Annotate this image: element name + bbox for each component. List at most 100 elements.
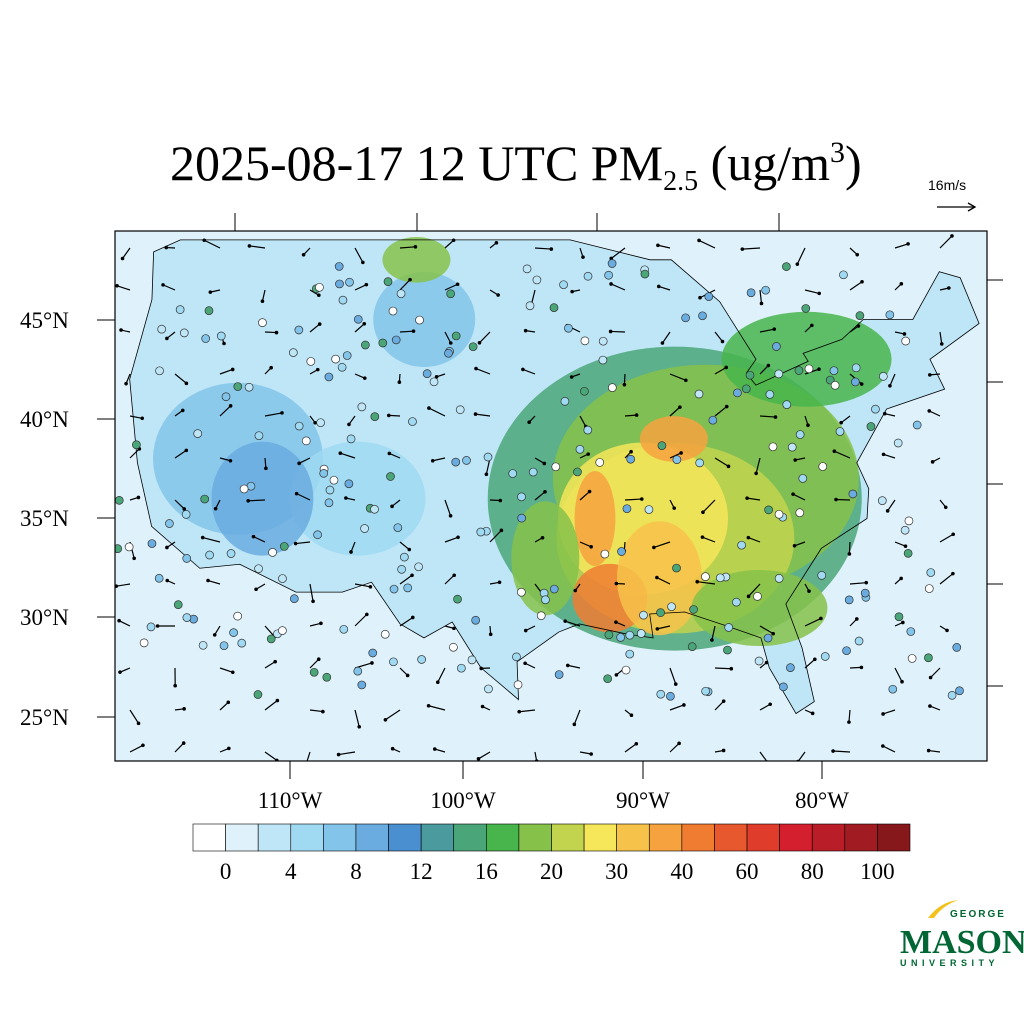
wind-vector — [669, 373, 687, 381]
wind-vector — [354, 247, 364, 263]
lat-label: 40°N — [20, 407, 69, 432]
concentration-patch — [373, 272, 476, 367]
monitor-site — [325, 485, 335, 495]
monitor-site — [900, 525, 910, 535]
wind-arrowhead — [387, 451, 392, 456]
wind-arrowhead — [230, 367, 235, 372]
reference-arrowhead — [967, 202, 977, 212]
wind-vector — [565, 620, 581, 627]
monitor-site — [701, 572, 710, 581]
wind-arrowhead — [806, 423, 810, 428]
logo-top: GEORGE — [950, 909, 1006, 920]
monitor-site — [625, 630, 635, 640]
wind-vector — [219, 701, 229, 711]
wind-arrowhead — [448, 341, 453, 345]
monitor-site — [746, 288, 756, 298]
monitor-site — [583, 271, 593, 281]
wind-arrowhead — [943, 505, 948, 510]
wind-vector — [624, 414, 637, 417]
wind-arrowhead — [427, 406, 431, 410]
wind-vector — [714, 406, 728, 417]
wind-arrowhead — [899, 576, 903, 581]
colorbar-swatch — [746, 823, 780, 852]
wind-vector — [399, 279, 411, 291]
lat-label: 30°N — [20, 605, 69, 630]
wind-arrowhead — [764, 660, 769, 665]
monitor-site — [708, 415, 718, 425]
logo-swoosh — [928, 900, 958, 918]
colorbar-swatch — [518, 823, 552, 852]
wind-vector — [755, 457, 761, 474]
monitor-site — [907, 654, 917, 663]
wind-vector — [748, 537, 761, 543]
wind-arrowhead — [410, 573, 414, 578]
wind-arrowhead — [729, 666, 734, 671]
wind-vector — [264, 751, 278, 761]
wind-arrowhead — [655, 575, 659, 580]
colorbar-swatch — [811, 823, 846, 852]
wind-vector — [174, 373, 187, 384]
wind-arrowhead — [180, 408, 185, 413]
wind-arrowhead — [494, 241, 499, 245]
colorbar-swatch — [681, 823, 715, 852]
monitor-site — [844, 595, 854, 605]
wind-vector — [849, 666, 862, 669]
monitor-site — [483, 452, 493, 462]
wind-arrowhead — [347, 422, 351, 427]
wind-arrowhead — [184, 381, 189, 386]
wind-arrowhead — [410, 615, 415, 620]
wind-vector — [834, 450, 851, 459]
wind-arrowhead — [710, 638, 714, 642]
monitor-site — [774, 574, 784, 583]
monitor-site — [254, 564, 263, 574]
monitor-site — [598, 336, 608, 346]
wind-arrowhead — [435, 680, 440, 685]
wind-vector — [444, 331, 452, 344]
monitor-site — [955, 686, 964, 696]
wind-vector — [444, 536, 459, 543]
colorbar-label: 8 — [350, 859, 362, 884]
wind-vector — [264, 661, 276, 669]
monitor-site — [173, 600, 183, 610]
wind-arrowhead — [246, 499, 250, 503]
wind-vector — [174, 449, 187, 459]
wind-vector — [129, 448, 140, 459]
monitor-site — [229, 628, 238, 637]
concentration-patch — [211, 441, 314, 556]
title-sub: 2.5 — [663, 166, 698, 197]
wind-arrowhead — [498, 498, 503, 503]
wind-vector — [624, 498, 642, 501]
wind-vector — [219, 457, 231, 462]
wind-arrowhead — [480, 704, 485, 709]
monitor-site — [753, 592, 762, 601]
wind-vector — [264, 412, 283, 417]
wind-arrowhead — [304, 762, 308, 766]
wind-vector — [444, 239, 455, 249]
wind-arrowhead — [831, 749, 835, 753]
wind-arrowhead — [227, 746, 231, 751]
wind-arrowhead — [316, 657, 321, 662]
monitor-site — [564, 323, 573, 333]
monitor-site — [512, 652, 521, 662]
wind-arrowhead — [301, 253, 306, 257]
wind-arrowhead — [361, 260, 365, 265]
colorbar-swatch — [323, 823, 357, 852]
monitor-site — [389, 584, 399, 594]
monitor-site — [397, 564, 406, 574]
concentration-patch — [382, 236, 451, 283]
wind-vector — [759, 328, 775, 333]
vector-reference: 16m/s — [928, 177, 966, 193]
monitor-site — [216, 331, 226, 341]
monitor-site — [694, 389, 704, 399]
wind-vector — [475, 413, 491, 417]
monitor-site — [817, 571, 827, 580]
wind-arrowhead — [720, 339, 725, 344]
wind-arrowhead — [900, 679, 904, 684]
wind-arrowhead — [264, 466, 268, 471]
colorbar-label: 12 — [410, 859, 433, 884]
wind-vector — [610, 283, 626, 291]
monitor-site — [626, 454, 636, 464]
wind-arrowhead — [141, 743, 145, 748]
colorbar-label: 40 — [670, 859, 693, 884]
wind-arrowhead — [930, 460, 935, 464]
